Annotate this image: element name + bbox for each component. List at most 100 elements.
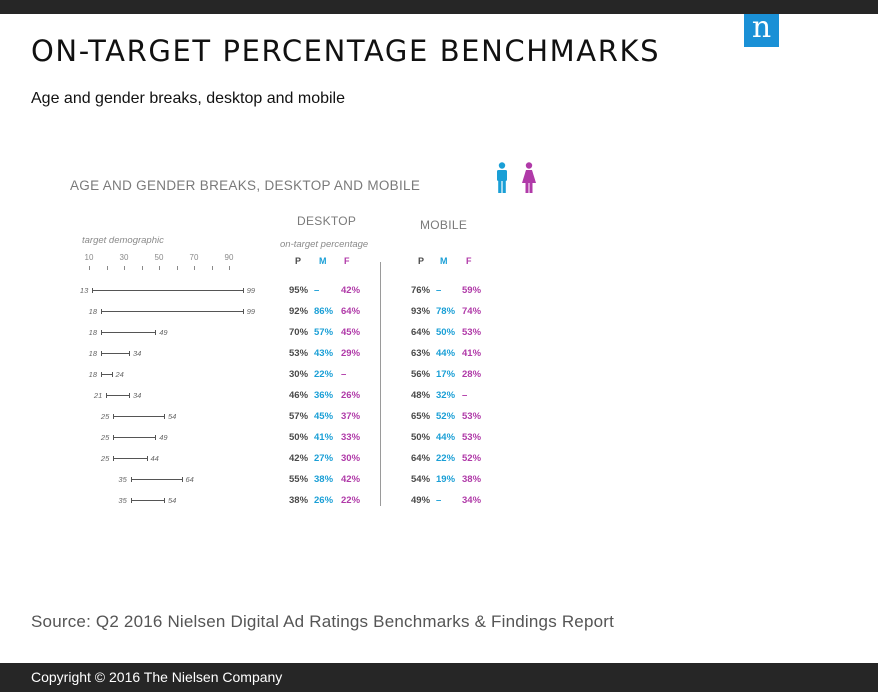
age-range-bar <box>101 332 156 333</box>
axis-tick <box>211 266 213 270</box>
range-start-cap <box>113 435 115 440</box>
mobile-m-value: 50% <box>436 327 456 338</box>
table-row: 18 99 92% 86% 64% 93% 78% 74% <box>0 306 878 332</box>
age-range-bar <box>101 374 112 375</box>
range-end-cap <box>164 498 165 503</box>
axis-tick <box>194 266 195 270</box>
desktop-f-value: – <box>341 369 347 380</box>
range-high-label: 54 <box>168 496 177 505</box>
mobile-f-value: 59% <box>462 285 482 296</box>
age-range-bar <box>106 395 129 396</box>
desktop-p-value: 95% <box>289 285 309 296</box>
nielsen-logo[interactable]: n <box>744 13 779 47</box>
mobile-p-value: 63% <box>411 348 431 359</box>
desktop-f-value: 64% <box>341 306 361 317</box>
desktop-m-value: 57% <box>314 327 334 338</box>
table-row: 18 49 70% 57% 45% 64% 50% 53% <box>0 327 878 353</box>
range-start-cap <box>92 288 94 293</box>
mobile-f-value: – <box>462 390 468 401</box>
range-high-label: 49 <box>159 433 168 442</box>
desktop-f-value: 22% <box>341 495 361 506</box>
mobile-p-header: P <box>418 256 425 266</box>
range-end-cap <box>242 288 244 293</box>
mobile-f-value: 53% <box>462 432 482 443</box>
mobile-f-value: 53% <box>462 327 482 338</box>
axis-tick <box>124 266 125 270</box>
desktop-f-value: 29% <box>341 348 361 359</box>
range-end-cap <box>242 309 244 314</box>
desktop-p-value: 50% <box>289 432 309 443</box>
mobile-header: MOBILE <box>420 218 468 232</box>
footer-bar: Copyright © 2016 The Nielsen Company <box>0 663 878 692</box>
mobile-m-value: 19% <box>436 474 456 485</box>
mobile-p-value: 76% <box>411 285 431 296</box>
range-low-label: 18 <box>88 328 97 337</box>
desktop-f-value: 33% <box>341 432 361 443</box>
mobile-m-value: 22% <box>436 453 456 464</box>
mobile-p-value: 64% <box>411 453 431 464</box>
range-start-cap <box>106 393 108 398</box>
table-row: 25 49 50% 41% 33% 50% 44% 53% <box>0 432 878 458</box>
desktop-p-value: 92% <box>289 306 309 317</box>
axis-tick-label: 10 <box>84 253 94 262</box>
desktop-f-header: F <box>344 256 350 266</box>
mobile-m-value: – <box>436 285 442 296</box>
mobile-p-value: 50% <box>411 432 431 443</box>
mobile-p-value: 56% <box>411 369 431 380</box>
range-low-label: 35 <box>118 475 127 484</box>
desktop-p-value: 30% <box>289 369 309 380</box>
mobile-p-value: 93% <box>411 306 431 317</box>
range-start-cap <box>130 498 132 503</box>
desktop-f-value: 30% <box>341 453 361 464</box>
female-icon <box>522 162 536 193</box>
desktop-m-value: 86% <box>314 306 334 317</box>
copyright-text: Copyright © 2016 The Nielsen Company <box>31 669 283 685</box>
range-high-label: 49 <box>159 328 168 337</box>
mobile-f-header: F <box>466 256 472 266</box>
desktop-header: DESKTOP <box>297 214 357 228</box>
axis-tick <box>89 266 90 270</box>
axis-tick-label: 90 <box>224 253 234 262</box>
range-end-cap <box>129 393 130 398</box>
mobile-m-value: 52% <box>436 411 456 422</box>
desktop-f-value: 42% <box>341 285 361 296</box>
axis-tick <box>176 266 178 270</box>
range-low-label: 35 <box>118 496 127 505</box>
page-subtitle: Age and gender breaks, desktop and mobil… <box>31 90 345 107</box>
age-range-bar <box>130 479 182 480</box>
range-high-label: 64 <box>185 475 194 484</box>
figure-title: AGE AND GENDER BREAKS, DESKTOP AND MOBIL… <box>70 178 421 193</box>
mobile-m-value: 32% <box>436 390 456 401</box>
desktop-m-value: 38% <box>314 474 334 485</box>
desktop-f-value: 42% <box>341 474 361 485</box>
range-high-label: 44 <box>150 454 159 463</box>
source-note: Source: Q2 2016 Nielsen Digital Ad Ratin… <box>31 612 615 631</box>
on-target-percentage-label: on-target percentage <box>280 239 369 250</box>
table-row: 18 34 53% 43% 29% 63% 44% 41% <box>0 348 878 374</box>
desktop-m-value: 22% <box>314 369 334 380</box>
top-bar <box>0 0 878 14</box>
range-low-label: 25 <box>100 433 110 442</box>
age-range-bar <box>101 353 129 354</box>
mobile-m-value: 17% <box>436 369 456 380</box>
mobile-f-value: 34% <box>462 495 482 506</box>
mobile-p-value: 49% <box>411 495 431 506</box>
desktop-p-value: 38% <box>289 495 309 506</box>
range-end-cap <box>129 351 130 356</box>
mobile-m-value: 44% <box>436 432 456 443</box>
range-high-label: 54 <box>168 412 177 421</box>
range-end-cap <box>155 435 157 440</box>
desktop-p-header: P <box>295 256 302 266</box>
mobile-m-value: 44% <box>436 348 456 359</box>
desktop-m-value: 43% <box>314 348 334 359</box>
mobile-f-value: 53% <box>462 411 482 422</box>
range-end-cap <box>181 477 183 482</box>
range-start-cap <box>130 477 132 482</box>
desktop-f-value: 37% <box>341 411 361 422</box>
age-range-bar <box>92 290 243 291</box>
axis-tick <box>229 266 230 270</box>
table-row: 25 44 42% 27% 30% 64% 22% 52% <box>0 453 878 479</box>
mobile-p-value: 54% <box>411 474 431 485</box>
target-demographic-label: target demographic <box>82 235 164 246</box>
mobile-p-value: 48% <box>411 390 431 401</box>
